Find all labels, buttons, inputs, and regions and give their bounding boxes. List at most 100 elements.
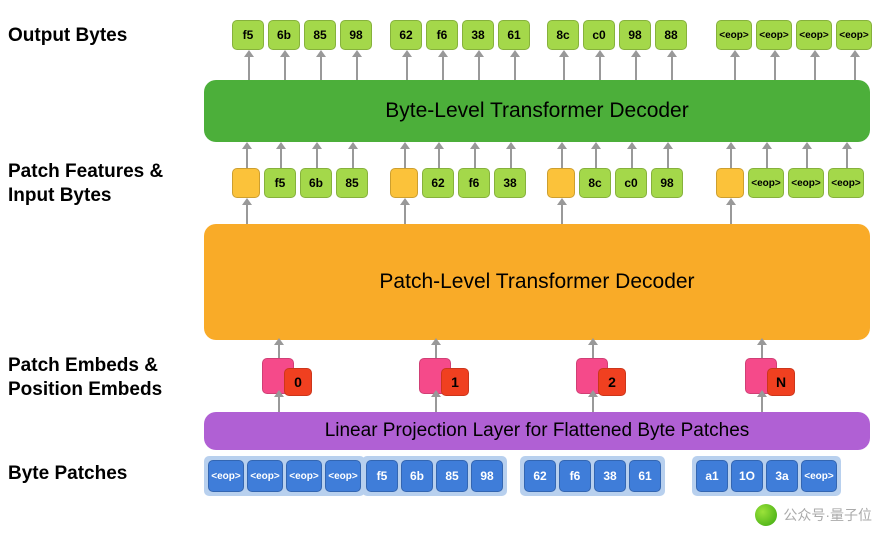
arrow-icon (442, 56, 444, 80)
token: 6b (268, 20, 300, 50)
token: 3a (766, 460, 798, 492)
arrow-icon (631, 148, 633, 168)
token: 62 (524, 460, 556, 492)
arrow-icon (761, 396, 763, 412)
embeds-row: 0 1 2 N (0, 356, 882, 400)
token: 1O (731, 460, 763, 492)
token: <eop> (828, 168, 864, 198)
token: 61 (629, 460, 661, 492)
token: 38 (494, 168, 526, 198)
arrow-icon (563, 56, 565, 80)
token: f6 (559, 460, 591, 492)
token: 6b (401, 460, 433, 492)
token: 38 (594, 460, 626, 492)
arrow-icon (435, 344, 437, 358)
patch-feature-token (716, 168, 744, 198)
token: <eop> (247, 460, 283, 492)
token: <eop> (716, 20, 752, 50)
token: f5 (264, 168, 296, 198)
token: 8c (579, 168, 611, 198)
arrow-icon (671, 56, 673, 80)
arrow-icon (846, 148, 848, 168)
token: 8c (547, 20, 579, 50)
token: <eop> (796, 20, 832, 50)
arrow-icon (316, 148, 318, 168)
byte-patch-group: <eop><eop><eop><eop> (204, 456, 365, 496)
arrow-icon (438, 148, 440, 168)
arrow-icon (278, 396, 280, 412)
arrow-icon (667, 148, 669, 168)
position-embed: 2 (598, 368, 626, 396)
wechat-icon (755, 504, 777, 526)
arrow-icon (734, 56, 736, 80)
arrow-icon (246, 204, 248, 224)
token: <eop> (325, 460, 361, 492)
token: <eop> (788, 168, 824, 198)
arrow-icon (854, 56, 856, 80)
arrow-icon (280, 148, 282, 168)
token: 62 (390, 20, 422, 50)
token: <eop> (801, 460, 837, 492)
embed-block: 0 (262, 356, 312, 396)
byte-patch-group: a11O3a<eop> (692, 456, 841, 496)
arrow-icon (320, 56, 322, 80)
token: a1 (696, 460, 728, 492)
token: <eop> (836, 20, 872, 50)
arrow-icon (514, 56, 516, 80)
token: 6b (300, 168, 332, 198)
arrow-icon (246, 148, 248, 168)
arrow-icon (806, 148, 808, 168)
token: 85 (304, 20, 336, 50)
arrow-icon (435, 396, 437, 412)
arrow-icon (352, 148, 354, 168)
arrow-icon (814, 56, 816, 80)
token: f5 (366, 460, 398, 492)
arrow-icon (561, 204, 563, 224)
patch-features-row: f56b8562f6388cc098<eop><eop><eop> (0, 168, 882, 204)
watermark: 公众号·量子位 (755, 504, 872, 526)
arrow-icon (592, 344, 594, 358)
token: <eop> (208, 460, 244, 492)
arrow-icon (478, 56, 480, 80)
arrow-icon (761, 344, 763, 358)
patch-feature-token (547, 168, 575, 198)
position-embed: N (767, 368, 795, 396)
token: <eop> (748, 168, 784, 198)
token: 98 (340, 20, 372, 50)
arrow-icon (592, 396, 594, 412)
token: <eop> (286, 460, 322, 492)
token: 88 (655, 20, 687, 50)
patch-feature-token (232, 168, 260, 198)
arrow-icon (404, 148, 406, 168)
watermark-text: 公众号·量子位 (783, 505, 872, 525)
projection-text: Linear Projection Layer for Flattened By… (325, 420, 750, 442)
position-embed: 0 (284, 368, 312, 396)
patch-feature-token (390, 168, 418, 198)
byte-level-decoder-text: Byte-Level Transformer Decoder (385, 99, 688, 123)
arrow-icon (474, 148, 476, 168)
arrow-icon (356, 56, 358, 80)
arrow-icon (248, 56, 250, 80)
arrow-icon (730, 204, 732, 224)
byte-patch-group: f56b8598 (362, 456, 507, 496)
arrow-icon (404, 204, 406, 224)
byte-patch-group: 62f63861 (520, 456, 665, 496)
position-embed: 1 (441, 368, 469, 396)
arrow-icon (595, 148, 597, 168)
token: 62 (422, 168, 454, 198)
token: f5 (232, 20, 264, 50)
token: 38 (462, 20, 494, 50)
token: 98 (471, 460, 503, 492)
patch-level-decoder-text: Patch-Level Transformer Decoder (379, 270, 694, 294)
arrow-icon (766, 148, 768, 168)
token: 61 (498, 20, 530, 50)
projection-bar: Linear Projection Layer for Flattened By… (204, 412, 870, 450)
arrow-icon (561, 148, 563, 168)
token: c0 (583, 20, 615, 50)
token: <eop> (756, 20, 792, 50)
token: c0 (615, 168, 647, 198)
arrow-icon (284, 56, 286, 80)
embed-block: 1 (419, 356, 469, 396)
arrow-icon (774, 56, 776, 80)
arrow-icon (510, 148, 512, 168)
